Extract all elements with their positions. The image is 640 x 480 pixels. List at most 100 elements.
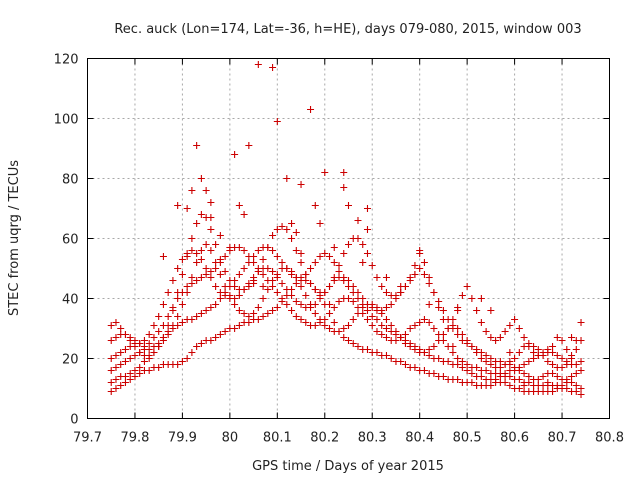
data-point: [131, 367, 139, 374]
data-point: [117, 349, 125, 356]
data-point: [354, 343, 362, 350]
data-point: [501, 379, 509, 386]
data-point: [140, 358, 148, 365]
data-point: [150, 334, 158, 341]
data-point: [501, 361, 509, 368]
data-point: [506, 358, 514, 365]
data-point: [207, 199, 215, 206]
data-point: [496, 334, 504, 341]
data-points: [107, 61, 585, 398]
data-point: [454, 361, 462, 368]
data-point: [112, 334, 120, 341]
data-point: [235, 244, 243, 251]
data-point: [121, 373, 129, 380]
data-point: [458, 331, 466, 338]
data-point: [501, 328, 509, 335]
data-point: [302, 271, 310, 278]
x-tick-label: 80.5: [453, 431, 482, 446]
data-point: [454, 376, 462, 383]
data-point: [174, 313, 182, 320]
data-point: [340, 325, 348, 332]
data-point: [326, 301, 334, 308]
data-point: [273, 226, 281, 233]
data-point: [145, 352, 153, 359]
data-point: [482, 358, 490, 365]
x-tick-label: 80.2: [310, 431, 339, 446]
data-point: [530, 349, 538, 356]
data-point: [568, 379, 576, 386]
data-point: [207, 268, 215, 275]
data-point: [416, 319, 424, 326]
y-axis-label: STEC from uqrg / TECUs: [7, 160, 22, 316]
data-point: [572, 346, 580, 353]
data-point: [216, 232, 224, 239]
data-point: [164, 328, 172, 335]
data-point: [373, 328, 381, 335]
data-point: [345, 322, 352, 329]
data-point: [520, 334, 528, 341]
data-point: [382, 289, 390, 296]
data-point: [197, 247, 205, 254]
data-point: [188, 349, 196, 356]
data-point: [207, 337, 215, 344]
data-point: [354, 217, 362, 224]
data-point: [245, 253, 253, 260]
data-point: [216, 331, 224, 338]
data-point: [235, 307, 243, 314]
data-point: [231, 301, 239, 308]
data-point: [283, 265, 291, 272]
data-point: [326, 283, 334, 290]
data-point: [159, 253, 167, 260]
data-point: [568, 334, 576, 341]
data-point: [183, 205, 191, 212]
data-point: [226, 292, 234, 299]
data-point: [112, 376, 120, 383]
data-point: [568, 352, 576, 359]
data-point: [178, 319, 186, 326]
data-point: [212, 265, 220, 272]
data-point: [435, 337, 443, 344]
data-point: [397, 358, 405, 365]
data-point: [169, 307, 177, 314]
data-point: [178, 271, 186, 278]
data-point: [349, 283, 357, 290]
data-point: [197, 175, 205, 182]
data-point: [292, 229, 300, 236]
data-point: [188, 235, 196, 242]
data-point: [226, 244, 234, 251]
data-point: [307, 106, 315, 113]
data-point: [126, 376, 134, 383]
data-point: [292, 298, 300, 305]
data-point: [212, 334, 220, 341]
data-point: [411, 271, 419, 278]
data-point: [202, 307, 210, 314]
data-point: [463, 337, 471, 344]
data-point: [349, 298, 357, 305]
data-point: [340, 274, 348, 281]
x-tick-label: 80.3: [358, 431, 387, 446]
data-point: [458, 364, 466, 371]
data-point: [515, 349, 523, 356]
data-point: [207, 247, 215, 254]
data-point: [430, 289, 438, 296]
data-point: [297, 181, 305, 188]
data-point: [240, 247, 248, 254]
data-point: [401, 340, 409, 347]
data-point: [250, 259, 258, 266]
data-point: [140, 343, 148, 350]
data-point: [363, 250, 371, 257]
data-point: [416, 265, 424, 272]
data-point: [534, 376, 542, 383]
data-point: [231, 283, 239, 290]
data-point: [145, 346, 153, 353]
data-point: [363, 316, 371, 323]
data-point: [240, 286, 248, 293]
data-point: [435, 355, 443, 362]
data-point: [482, 328, 490, 335]
data-point: [126, 370, 134, 377]
data-point: [520, 382, 528, 389]
x-tick-label: 79.8: [120, 431, 149, 446]
data-point: [378, 322, 386, 329]
data-point: [496, 358, 504, 365]
data-point: [563, 346, 571, 353]
